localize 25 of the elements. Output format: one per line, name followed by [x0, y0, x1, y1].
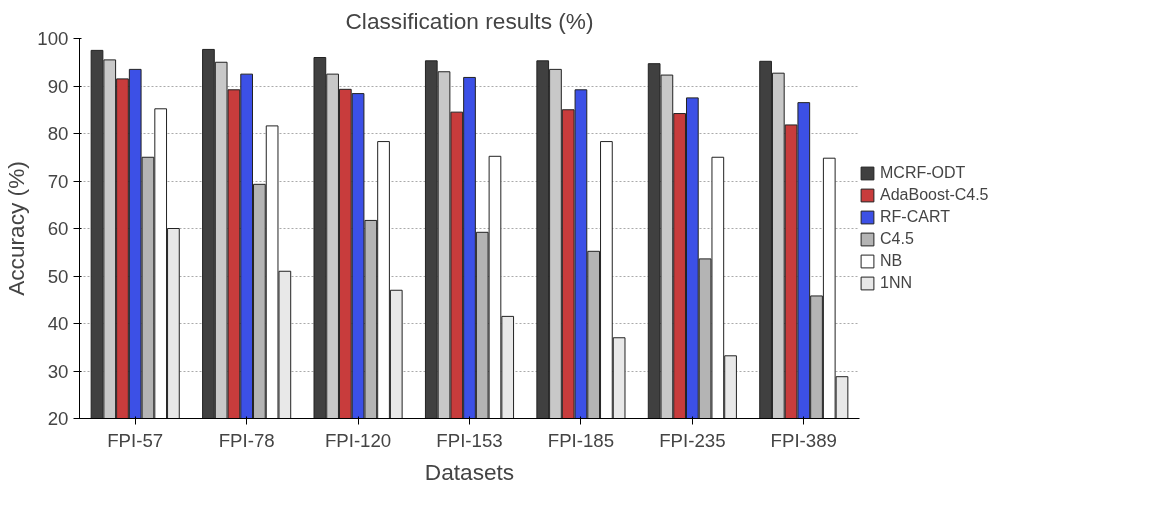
- y-tick-label: 60: [47, 218, 69, 239]
- legend-label: AdaBoost-C4.5: [880, 186, 989, 204]
- y-tick-label: 90: [47, 75, 69, 97]
- x-tick-label: FPI-235: [659, 429, 726, 451]
- x-axis-title: Datasets: [424, 458, 515, 485]
- legend-label: MCRF-ODT: [880, 164, 966, 182]
- y-tick-label: 70: [47, 170, 69, 192]
- legend-label: RF-CART: [880, 208, 950, 226]
- chart-title: Classification results (%): [345, 7, 594, 34]
- y-tick-label: 100: [37, 28, 69, 49]
- x-tick-label: FPI-185: [547, 429, 615, 451]
- x-tick-label: FPI-153: [436, 429, 503, 451]
- legend-label: C4.5: [880, 230, 914, 248]
- x-tick-label: FPI-389: [770, 429, 837, 451]
- legend-label: 1NN: [880, 274, 913, 292]
- legend-label: NB: [880, 252, 903, 270]
- x-tick-label: FPI-120: [324, 429, 392, 451]
- x-tick-label: FPI-57: [107, 429, 164, 451]
- y-tick-label: 50: [47, 265, 69, 287]
- x-tick-label: FPI-78: [218, 429, 275, 451]
- y-tick-label: 30: [47, 360, 69, 382]
- y-tick-label: 80: [47, 123, 69, 144]
- y-tick-label: 40: [47, 313, 69, 334]
- y-tick-label: 20: [47, 408, 69, 429]
- y-axis-title: Accuracy (%): [3, 161, 30, 296]
